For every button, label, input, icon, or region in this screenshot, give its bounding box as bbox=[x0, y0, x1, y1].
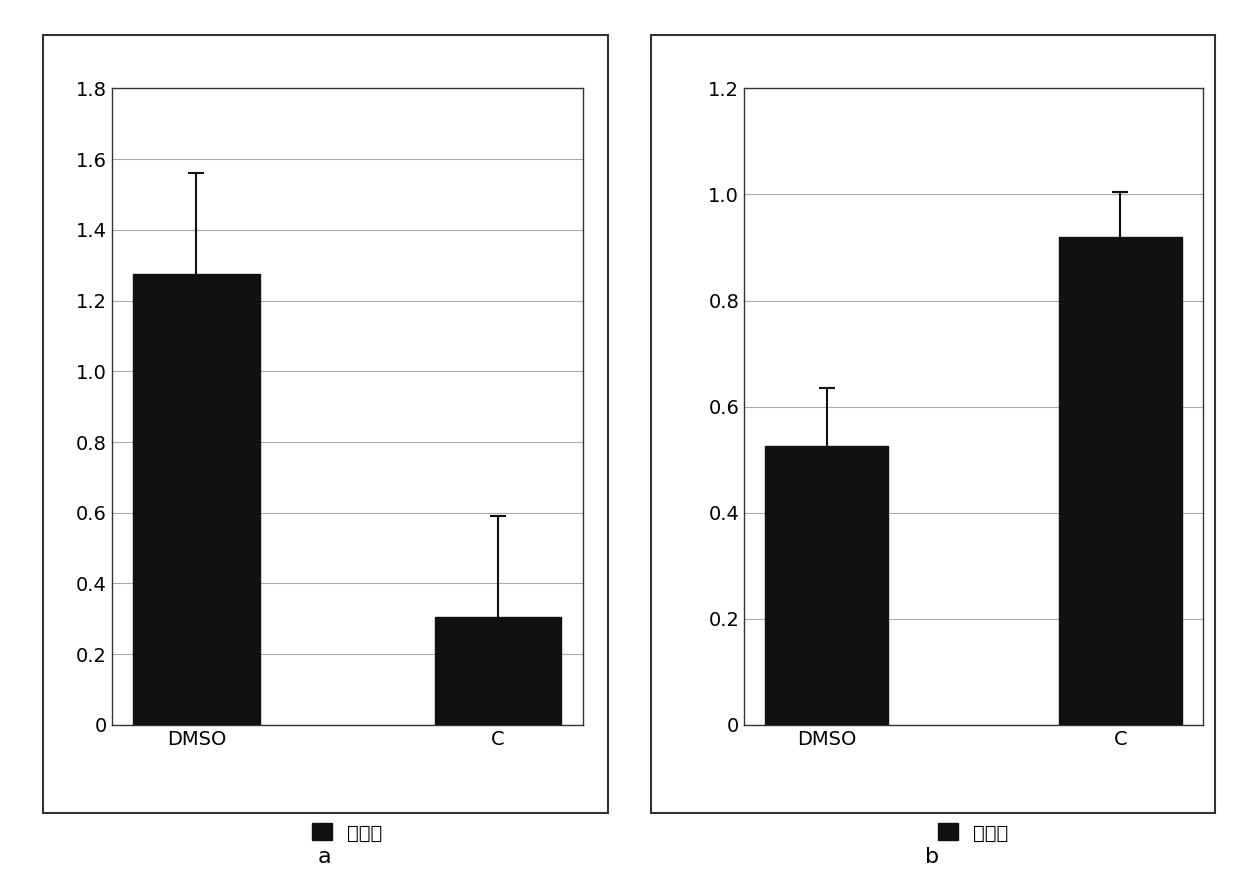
Bar bbox=[765, 446, 888, 725]
Bar bbox=[1059, 237, 1182, 725]
Legend: 平均値: 平均値 bbox=[939, 823, 1008, 842]
Text: a: a bbox=[319, 848, 331, 867]
Text: b: b bbox=[925, 848, 940, 867]
Legend: 平均値: 平均値 bbox=[312, 823, 382, 842]
Bar bbox=[133, 274, 259, 725]
Bar bbox=[435, 617, 562, 725]
